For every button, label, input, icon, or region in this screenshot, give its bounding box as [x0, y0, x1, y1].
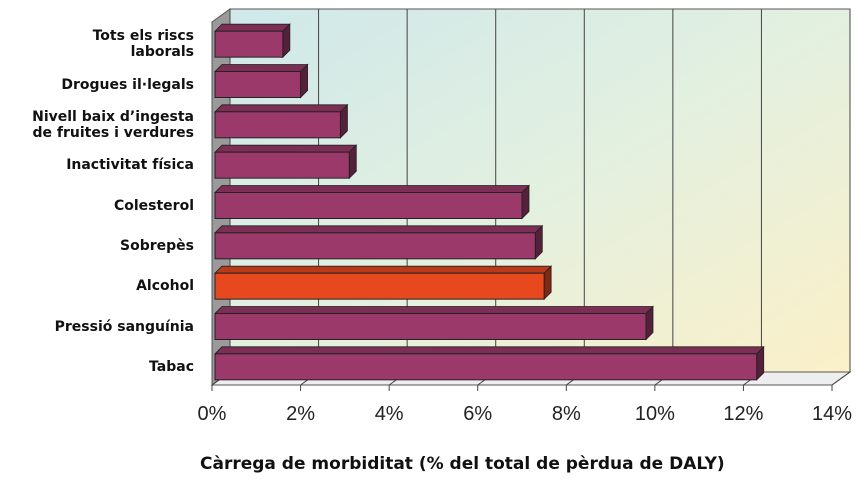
y-tick-label: Colesterol	[113, 197, 194, 214]
bar	[214, 111, 341, 139]
bar	[214, 71, 302, 98]
x-axis-title: Càrrega de morbiditat (% del total de pè…	[200, 454, 725, 474]
x-tick-label: 12%	[723, 403, 763, 425]
bar-top	[214, 225, 544, 234]
bar	[214, 232, 536, 260]
floor-grid-line	[831, 371, 851, 386]
y-tick-label: Tabac	[149, 358, 194, 375]
x-tick-label: 8%	[552, 403, 581, 425]
y-tick-label: Pressió sanguínia	[54, 318, 194, 335]
bar	[214, 151, 350, 179]
y-tick-label: Nivell baix d’ingesta de fruites i verdu…	[32, 108, 194, 141]
bar-top	[214, 23, 291, 32]
bar	[214, 272, 545, 300]
x-tick-label: 10%	[635, 403, 675, 425]
bar-top	[214, 346, 765, 355]
bar-top	[214, 144, 358, 153]
y-tick-label: Inactivitat física	[66, 157, 194, 174]
bar	[214, 30, 284, 58]
bar	[214, 353, 758, 381]
bar-top	[214, 306, 654, 314]
y-tick-label: Drogues il·legals	[61, 76, 194, 93]
y-tick-label: Alcohol	[136, 278, 194, 295]
bar-top	[214, 265, 553, 274]
x-tick-label: 6%	[463, 403, 492, 425]
y-tick-label: Tots els riscs laborals	[92, 28, 194, 61]
y-tick-label: Sobrepès	[120, 237, 194, 254]
x-tick-label: 2%	[286, 403, 315, 425]
x-tick-label: 4%	[375, 403, 404, 425]
x-tick-label: 0%	[198, 403, 227, 425]
x-tick-label: 14%	[812, 403, 852, 425]
bar	[214, 313, 647, 340]
bar-top	[214, 185, 530, 193]
bar-top	[214, 104, 349, 113]
bar	[214, 192, 523, 219]
bar-top	[214, 64, 309, 72]
